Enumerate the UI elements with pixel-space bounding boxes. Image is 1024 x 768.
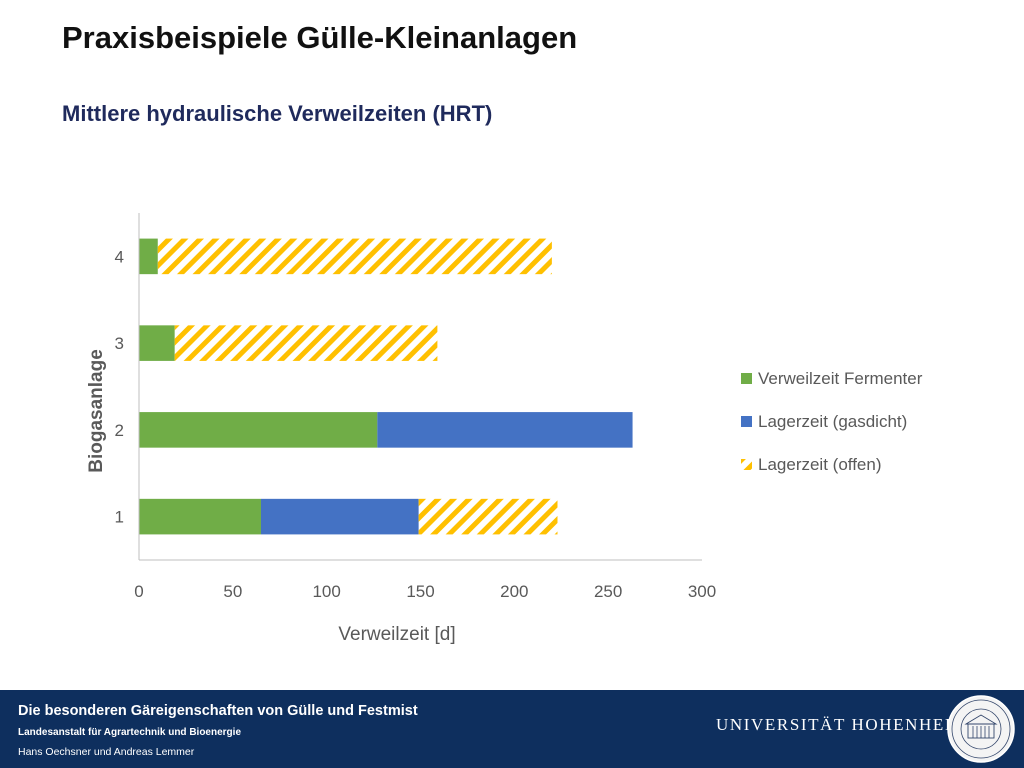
bar-segment-3-series-1 (139, 325, 175, 361)
x-tick-label: 50 (223, 582, 242, 601)
bar-segment-1-series-3 (418, 498, 558, 535)
legend-swatch (741, 459, 752, 470)
bar-segment-1-series-1 (139, 498, 261, 535)
y-tick-label: 4 (115, 247, 124, 266)
slide-subtitle: Mittlere hydraulische Verweilzeiten (HRT… (62, 101, 493, 126)
university-logo-text: UNIVERSITÄT HOHENHEIM (716, 715, 969, 734)
bar-segment-4-series-1 (139, 238, 158, 275)
x-axis-title: Verweilzeit [d] (338, 624, 455, 645)
y-tick-label: 3 (115, 334, 124, 353)
x-tick-label: 250 (594, 582, 622, 601)
bar-segment-3-series-3 (174, 325, 438, 361)
y-tick-label: 1 (115, 508, 124, 527)
legend-label: Verweilzeit Fermenter (758, 369, 923, 388)
footer-authors: Hans Oechsner und Andreas Lemmer (18, 746, 195, 758)
x-tick-labels: 0 50 100 150 200 250 300 (134, 582, 716, 601)
y-tick-label: 2 (115, 421, 124, 440)
x-tick-label: 100 (312, 582, 340, 601)
x-tick-label: 200 (500, 582, 528, 601)
bar-group (139, 238, 633, 535)
legend-swatch (741, 416, 752, 427)
bar-segment-1-series-2 (260, 498, 419, 535)
y-axis-title: Biogasanlage (86, 349, 107, 473)
footer-bar: Die besonderen Gäreigenschaften von Güll… (0, 690, 1024, 768)
legend-label: Lagerzeit (offen) (758, 455, 881, 474)
slide-title: Praxisbeispiele Gülle-Kleinanlagen (62, 20, 578, 55)
footer-institute: Landesanstalt für Agrartechnik und Bioen… (18, 727, 242, 738)
footer-heading: Die besonderen Gäreigenschaften von Güll… (18, 703, 418, 719)
x-tick-label: 150 (406, 582, 434, 601)
legend-label: Lagerzeit (gasdicht) (758, 412, 907, 431)
legend-swatch (741, 373, 752, 384)
chart-legend: Verweilzeit Fermenter Lagerzeit (gasdicht… (741, 369, 923, 474)
university-seal-icon (947, 695, 1015, 763)
x-tick-label: 0 (134, 582, 143, 601)
bar-segment-4-series-3 (157, 238, 552, 275)
y-tick-labels: 1 2 3 4 (115, 247, 124, 526)
x-tick-label: 300 (688, 582, 716, 601)
bar-segment-2-series-2 (377, 412, 633, 448)
bar-segment-2-series-1 (139, 412, 378, 448)
